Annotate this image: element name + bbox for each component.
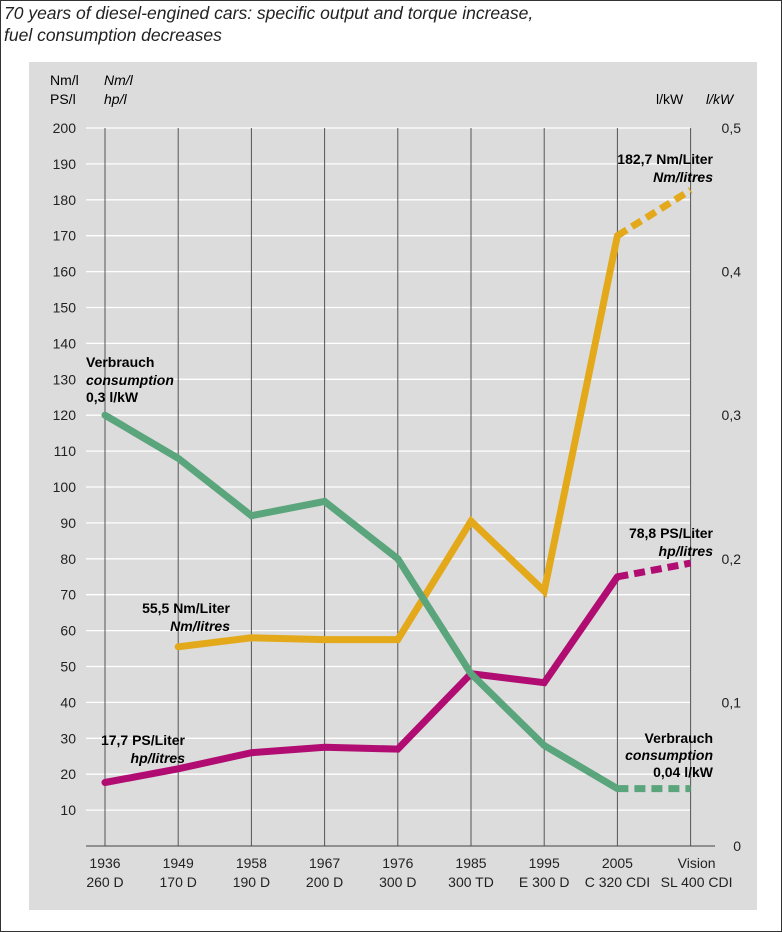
right-tick-label: 0 — [733, 838, 741, 854]
left-tick-label: 160 — [53, 264, 77, 280]
right-unit: l/kW — [656, 91, 684, 107]
output-end-l2: hp/litres — [659, 543, 714, 559]
x-tick-year: 1976 — [382, 855, 413, 871]
x-tick-model: 190 D — [233, 874, 270, 890]
torque-projection — [615, 187, 693, 239]
left-tick-label: 180 — [53, 192, 77, 208]
consumption-start-l3: 0,3 l/kW — [86, 389, 139, 405]
right-tick-label: 0,1 — [722, 694, 742, 710]
x-tick-year: 1967 — [309, 855, 340, 871]
right-tick-label: 0,5 — [722, 120, 742, 136]
left-tick-label: 140 — [53, 335, 77, 351]
left-tick-label: 50 — [60, 659, 76, 675]
title-line-2: fuel consumption decreases — [4, 25, 222, 45]
left-tick-label: 90 — [60, 515, 76, 531]
x-tick-year: 1936 — [89, 855, 120, 871]
consumption-start-l2: consumption — [86, 372, 174, 388]
torque-end-l2: Nm/litres — [653, 169, 713, 185]
left-unit-2: PS/l — [50, 91, 76, 107]
left-tick-label: 20 — [60, 766, 76, 782]
x-tick-model: 260 D — [86, 874, 123, 890]
right-unit-en: l/kW — [706, 91, 735, 107]
plot-background — [29, 62, 757, 910]
consumption-end-l3: 0,04 l/kW — [653, 764, 714, 780]
left-tick-label: 100 — [53, 479, 77, 495]
left-tick-label: 150 — [53, 300, 77, 316]
left-tick-label: 120 — [53, 407, 77, 423]
right-tick-label: 0,2 — [722, 551, 742, 567]
left-unit-2-en: hp/l — [104, 91, 127, 107]
left-tick-label: 190 — [53, 156, 77, 172]
torque-end-l1: 182,7 Nm/Liter — [617, 151, 713, 167]
x-axis-ticks: 1936 260 D 1949 170 D 1958 190 D 1967 200 D 1976… — [86, 855, 732, 890]
x-tick-model: 300 D — [379, 874, 416, 890]
left-tick-label: 40 — [60, 694, 76, 710]
left-tick-label: 10 — [60, 802, 76, 818]
x-tick-model: C 320 CDI — [585, 874, 650, 890]
annotations: Verbrauch consumption 0,3 l/kW 55,5 Nm/L… — [86, 151, 714, 780]
left-tick-label: 110 — [54, 443, 77, 459]
x-tick-model: SL 400 CDI — [661, 874, 733, 890]
x-tick-year: 1995 — [529, 855, 560, 871]
x-tick-year: 1958 — [236, 855, 267, 871]
consumption-end-l1: Verbrauch — [645, 730, 713, 746]
torque-line — [174, 232, 621, 651]
consumption-end-l2: consumption — [625, 747, 713, 763]
torque-start-l2: Nm/litres — [170, 618, 230, 634]
x-tick-model: E 300 D — [519, 874, 570, 890]
output-projection — [616, 559, 692, 581]
left-tick-label: 70 — [60, 587, 76, 603]
output-start-l2: hp/litres — [131, 750, 186, 766]
output-line — [101, 573, 621, 786]
left-tick-label: 130 — [53, 371, 77, 387]
title-line-1: 70 years of diesel-engined cars: specifi… — [4, 3, 534, 23]
x-tick-model: 170 D — [160, 874, 197, 890]
left-tick-label: 30 — [60, 730, 76, 746]
x-tick-model: 200 D — [306, 874, 343, 890]
left-tick-label: 80 — [60, 551, 76, 567]
consumption-line — [101, 411, 621, 793]
output-end-l1: 78,8 PS/Liter — [629, 525, 714, 541]
left-tick-label: 200 — [53, 120, 77, 136]
chart-title: 70 years of diesel-engined cars: specifi… — [4, 2, 533, 46]
series-lines — [101, 187, 693, 793]
x-tick-year: 1949 — [163, 855, 194, 871]
torque-start-l1: 55,5 Nm/Liter — [142, 600, 230, 616]
x-tick-year: Vision — [678, 855, 716, 871]
output-start-l1: 17,7 PS/Liter — [101, 732, 186, 748]
right-axis-ticks: 0,5 0,4 0,3 0,2 0,1 0 — [722, 120, 742, 854]
x-tick-year: 2005 — [602, 855, 633, 871]
x-tick-model: 300 TD — [448, 874, 494, 890]
consumption-start-l1: Verbrauch — [86, 354, 154, 370]
left-tick-label: 60 — [60, 623, 76, 639]
left-axis-ticks: 200 190 180 170 160 150 140 130 120 110 100 90 80 70 6… — [53, 120, 77, 818]
x-tick-year: 1985 — [455, 855, 486, 871]
left-tick-label: 170 — [53, 228, 77, 244]
left-unit-1-en: Nm/l — [104, 72, 134, 88]
right-tick-label: 0,3 — [722, 407, 742, 423]
right-tick-label: 0,4 — [722, 264, 742, 280]
left-unit-1: Nm/l — [50, 72, 79, 88]
